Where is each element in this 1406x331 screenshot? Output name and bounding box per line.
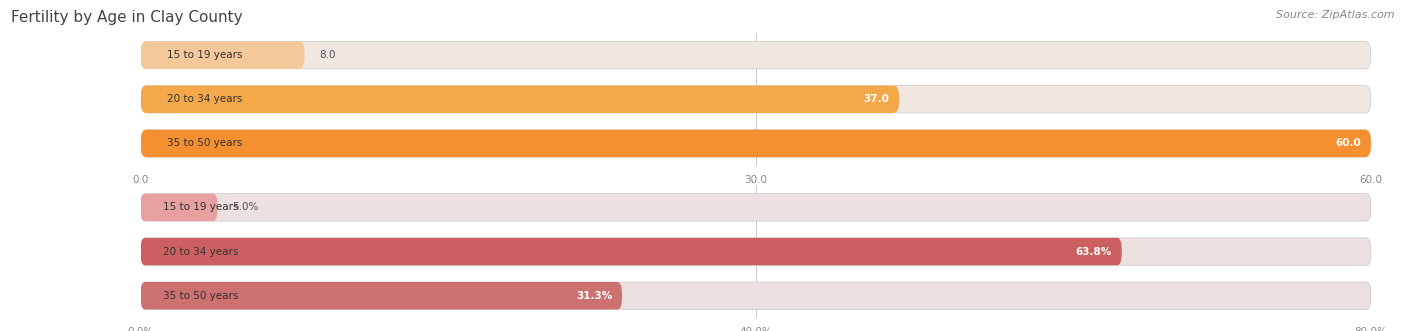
Text: 37.0: 37.0 — [863, 94, 890, 104]
FancyBboxPatch shape — [141, 238, 1122, 265]
Text: 31.3%: 31.3% — [576, 291, 612, 301]
FancyBboxPatch shape — [141, 130, 1371, 157]
FancyBboxPatch shape — [141, 130, 1371, 157]
Text: 20 to 34 years: 20 to 34 years — [167, 94, 242, 104]
FancyBboxPatch shape — [141, 41, 305, 69]
Text: 35 to 50 years: 35 to 50 years — [167, 138, 242, 148]
FancyBboxPatch shape — [141, 194, 218, 221]
Text: 5.0%: 5.0% — [232, 203, 259, 213]
Text: 15 to 19 years: 15 to 19 years — [167, 50, 242, 60]
Text: 15 to 19 years: 15 to 19 years — [163, 203, 238, 213]
Text: Fertility by Age in Clay County: Fertility by Age in Clay County — [11, 10, 243, 25]
FancyBboxPatch shape — [141, 194, 1371, 221]
FancyBboxPatch shape — [141, 238, 1371, 265]
Text: 8.0: 8.0 — [319, 50, 336, 60]
FancyBboxPatch shape — [141, 86, 1371, 113]
FancyBboxPatch shape — [141, 282, 621, 309]
FancyBboxPatch shape — [141, 282, 1371, 309]
Text: 20 to 34 years: 20 to 34 years — [163, 247, 238, 257]
FancyBboxPatch shape — [141, 86, 900, 113]
Text: 35 to 50 years: 35 to 50 years — [163, 291, 238, 301]
FancyBboxPatch shape — [141, 41, 1371, 69]
Text: 60.0: 60.0 — [1336, 138, 1361, 148]
Text: 63.8%: 63.8% — [1076, 247, 1112, 257]
Text: Source: ZipAtlas.com: Source: ZipAtlas.com — [1277, 10, 1395, 20]
